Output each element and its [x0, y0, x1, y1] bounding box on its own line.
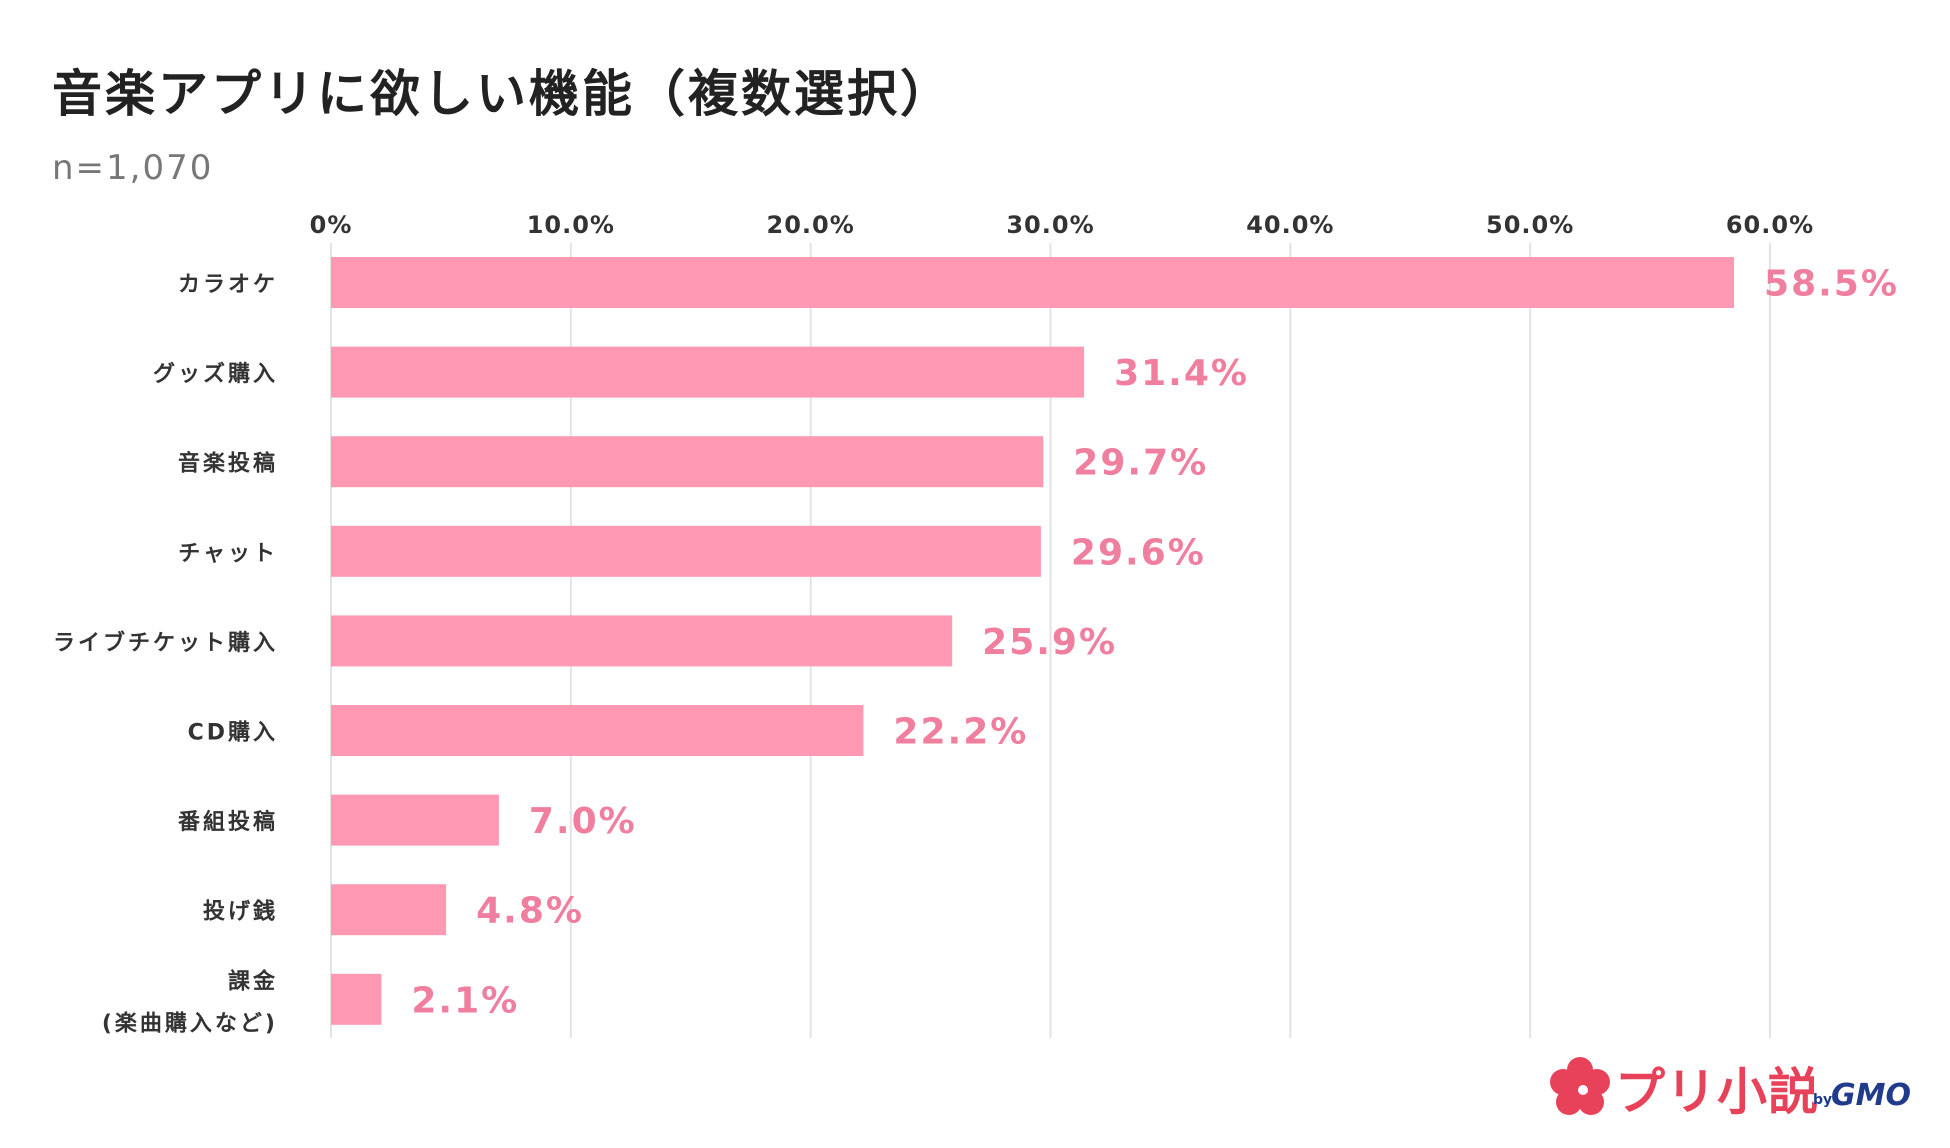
bar [331, 973, 382, 1025]
bar [331, 705, 864, 756]
data-label: 31.4% [1114, 353, 1249, 394]
logo-name: プリ小説 [1615, 1063, 1819, 1121]
data-label: 29.6% [1071, 532, 1206, 573]
category-label: 課金 [228, 968, 278, 994]
data-label: 22.2% [893, 712, 1028, 753]
category-label: 音楽投稿 [178, 451, 278, 477]
x-tick-label: 0% [310, 211, 353, 239]
x-tick-label: 20.0% [767, 211, 855, 239]
category-label: 投げ銭 [203, 899, 278, 925]
sample-size: n=1,070 [52, 148, 214, 188]
bar [331, 615, 953, 667]
data-label: 2.1% [411, 980, 519, 1021]
bar [331, 884, 447, 936]
category-label: チャット [178, 541, 278, 566]
category-label: ライブチケット購入 [53, 630, 278, 656]
x-tick-label: 40.0% [1246, 211, 1334, 239]
x-tick-label: 60.0% [1726, 211, 1814, 239]
logo-by: by [1813, 1092, 1833, 1108]
category-label: 番組投稿 [177, 809, 278, 835]
data-label: 7.0% [529, 801, 637, 842]
bar [331, 436, 1044, 488]
data-label: 29.7% [1073, 443, 1208, 484]
data-label: 4.8% [476, 891, 584, 932]
category-label: グッズ購入 [153, 361, 278, 387]
chart-title: 音楽アプリに欲しい機能（複数選択） [52, 65, 953, 123]
brand-logo: プリ小説 by GMO [1545, 1052, 1925, 1132]
data-label: 58.5% [1764, 264, 1899, 305]
logo-gmo: GMO [1831, 1078, 1911, 1113]
data-label: 25.9% [982, 622, 1117, 663]
x-tick-label: 30.0% [1006, 211, 1094, 239]
bar [331, 794, 499, 846]
category-label: CD購入 [188, 721, 278, 746]
category-label: カラオケ [178, 273, 278, 298]
bar [331, 257, 1735, 308]
bar [331, 346, 1085, 398]
bar [331, 525, 1041, 577]
x-tick-label: 10.0% [527, 211, 615, 239]
flower-logo-icon [1550, 1057, 1610, 1115]
category-label: (楽曲購入など) [102, 1010, 278, 1036]
x-tick-label: 50.0% [1486, 211, 1574, 239]
